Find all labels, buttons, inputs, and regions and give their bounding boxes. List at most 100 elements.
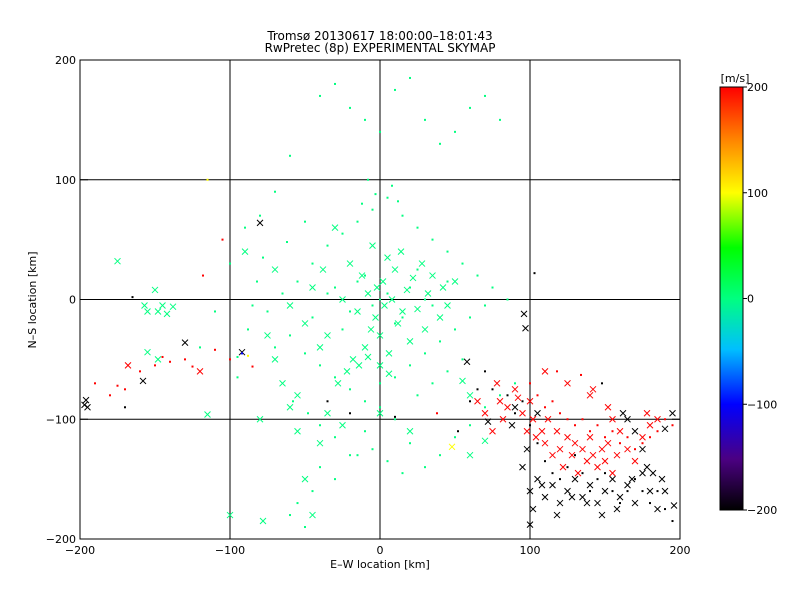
data-point-dot (221, 238, 224, 241)
data-point-dot (454, 130, 456, 133)
data-point-dot (581, 418, 584, 421)
data-point-x-stroke (519, 409, 526, 417)
data-point-x (355, 362, 363, 369)
data-point-x-stroke (639, 433, 646, 441)
data-points (81, 76, 678, 529)
data-point-x (658, 475, 666, 483)
data-point-x (466, 391, 474, 399)
data-point-x-stroke (399, 308, 406, 315)
data-point-x (538, 481, 546, 489)
data-point-dot (241, 352, 243, 355)
data-point-x (391, 266, 399, 273)
data-point-x (598, 511, 606, 519)
data-point-x (463, 358, 471, 366)
data-point-x-stroke (364, 353, 372, 361)
data-point-x-stroke (424, 290, 432, 297)
data-point-x (144, 348, 151, 356)
data-point-x-stroke (493, 379, 501, 387)
colorbar-tick-label: 200 (747, 81, 768, 94)
data-point-dot (544, 406, 546, 409)
data-point-dot (416, 394, 419, 397)
data-point-x (538, 427, 546, 435)
data-point-dot (251, 304, 254, 307)
data-point-x (343, 367, 351, 375)
data-point-x-stroke (331, 224, 339, 232)
data-point-dot (641, 490, 644, 493)
data-point-dot (319, 466, 321, 469)
data-point-x (646, 421, 654, 429)
data-point-dot (626, 436, 629, 439)
data-point-dot (334, 376, 336, 379)
data-point-dot (431, 304, 434, 307)
data-point-x (639, 445, 646, 453)
x-tick-label: −200 (65, 544, 95, 557)
data-point-x-stroke (82, 396, 90, 404)
data-point-x (604, 403, 612, 411)
data-point-dot (424, 298, 426, 301)
data-point-x-stroke (463, 358, 471, 366)
data-point-x-stroke (544, 415, 552, 423)
data-point-x (309, 284, 316, 291)
data-point-x-stroke (538, 427, 546, 435)
data-point-x (598, 445, 606, 453)
data-point-x-stroke (429, 272, 436, 279)
data-point-x (583, 457, 591, 465)
data-point-dot (334, 436, 336, 439)
data-point-x (376, 409, 384, 417)
data-point-x-stroke (489, 427, 496, 435)
data-point-x-stroke (241, 248, 249, 255)
data-point-x-stroke (436, 314, 444, 321)
data-point-x-stroke (654, 415, 661, 423)
data-point-x-stroke (549, 451, 556, 459)
data-point-x-stroke (624, 481, 631, 489)
data-point-x-stroke (609, 469, 616, 477)
data-point-x-stroke (271, 266, 279, 273)
data-point-dot (266, 310, 269, 313)
data-point-x (529, 415, 537, 423)
data-point-dot (484, 370, 486, 373)
data-point-dot (533, 272, 536, 275)
data-point-x-stroke (466, 391, 474, 399)
data-point-x-stroke (448, 443, 456, 451)
data-point-dot (169, 360, 171, 363)
data-point-x (459, 377, 466, 385)
data-point-x (316, 439, 324, 447)
data-point-x (589, 385, 597, 393)
data-point-dot (394, 415, 396, 418)
data-point-x (639, 469, 646, 477)
data-point-dot (589, 430, 591, 433)
data-point-x (586, 481, 594, 489)
colorbar-tick-label: −100 (747, 398, 777, 411)
data-point-x (484, 418, 492, 425)
data-point-x-stroke (534, 475, 541, 483)
data-point-dot (529, 424, 531, 427)
data-point-x-stroke (508, 421, 516, 429)
data-point-dot (580, 373, 582, 376)
data-point-x-stroke (556, 499, 564, 507)
data-point-dot (476, 274, 479, 277)
data-point-dot (671, 424, 674, 427)
data-point-x-stroke (529, 415, 537, 423)
data-point-dot (656, 490, 659, 493)
data-point-dot (289, 514, 291, 517)
data-point-dot (401, 472, 404, 475)
data-point-dot (131, 296, 134, 299)
data-point-x (319, 266, 327, 273)
data-point-x-stroke (514, 394, 522, 402)
data-point-x (628, 475, 636, 483)
data-point-dot (454, 436, 456, 439)
data-point-dot (409, 76, 411, 79)
data-point-x (294, 427, 301, 435)
data-point-x-stroke (324, 409, 331, 417)
data-point-x-stroke (373, 284, 381, 291)
data-point-x-stroke (496, 397, 504, 405)
data-point-x (583, 499, 591, 507)
data-point-x-stroke (309, 284, 316, 291)
x-tick-label: 100 (520, 544, 541, 557)
data-point-x (624, 481, 631, 489)
data-point-dot (161, 355, 164, 358)
data-point-x (631, 457, 639, 465)
data-point-dot (409, 286, 411, 289)
data-point-x-stroke (571, 439, 579, 447)
data-point-x (169, 303, 177, 311)
